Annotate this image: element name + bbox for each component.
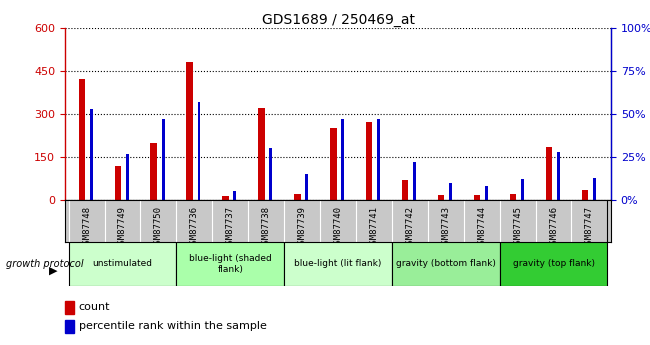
Bar <box>449 183 452 200</box>
Text: GSM87738: GSM87738 <box>262 206 270 249</box>
Text: gravity (top flank): gravity (top flank) <box>513 259 595 268</box>
Text: unstimulated: unstimulated <box>92 259 153 268</box>
Text: percentile rank within the sample: percentile rank within the sample <box>79 321 266 331</box>
Bar <box>114 166 121 200</box>
Bar <box>90 109 93 200</box>
Text: GSM87739: GSM87739 <box>298 206 307 249</box>
Bar <box>284 241 392 286</box>
Bar <box>521 179 524 200</box>
Bar <box>392 241 500 286</box>
Text: GSM87742: GSM87742 <box>406 206 414 249</box>
Bar <box>233 191 237 200</box>
Bar <box>366 122 372 200</box>
Bar <box>485 186 488 200</box>
Text: GSM87743: GSM87743 <box>441 206 450 249</box>
Bar <box>222 196 229 200</box>
Text: GSM87737: GSM87737 <box>226 206 235 249</box>
Text: GSM87749: GSM87749 <box>118 206 127 249</box>
Bar <box>582 190 588 200</box>
Text: blue-light (lit flank): blue-light (lit flank) <box>294 259 382 268</box>
Bar <box>545 147 552 200</box>
Text: GSM87740: GSM87740 <box>333 206 343 249</box>
Bar <box>79 79 85 200</box>
Bar <box>413 162 416 200</box>
Text: GSM87748: GSM87748 <box>82 206 91 249</box>
Text: GSM87750: GSM87750 <box>154 206 163 249</box>
Bar <box>187 62 193 200</box>
Bar <box>510 194 516 200</box>
Bar <box>198 102 200 200</box>
Bar <box>330 128 337 200</box>
Bar <box>176 241 284 286</box>
Text: ▶: ▶ <box>49 266 57 276</box>
Bar <box>402 180 408 200</box>
Bar <box>69 241 176 286</box>
Text: gravity (bottom flank): gravity (bottom flank) <box>396 259 496 268</box>
Title: GDS1689 / 250469_at: GDS1689 / 250469_at <box>261 12 415 27</box>
Bar <box>162 119 164 200</box>
Bar <box>474 195 480 200</box>
Text: GSM87745: GSM87745 <box>513 206 522 249</box>
Bar <box>125 154 129 200</box>
Text: GSM87747: GSM87747 <box>585 206 594 249</box>
Bar <box>377 119 380 200</box>
Text: GSM87741: GSM87741 <box>369 206 378 249</box>
Bar <box>151 142 157 200</box>
Text: blue-light (shaded
flank): blue-light (shaded flank) <box>189 254 272 274</box>
Text: GSM87746: GSM87746 <box>549 206 558 249</box>
Text: GSM87736: GSM87736 <box>190 206 199 249</box>
Bar <box>438 195 445 200</box>
Bar <box>593 178 595 200</box>
Bar <box>294 194 301 200</box>
Text: GSM87744: GSM87744 <box>477 206 486 249</box>
Bar <box>269 148 272 200</box>
Bar <box>258 108 265 200</box>
Bar <box>500 241 607 286</box>
Bar <box>557 152 560 200</box>
Bar <box>341 119 344 200</box>
Text: growth protocol: growth protocol <box>6 259 84 269</box>
Text: count: count <box>79 303 110 313</box>
Bar <box>65 320 74 333</box>
Bar <box>306 174 308 200</box>
Bar <box>65 301 74 314</box>
